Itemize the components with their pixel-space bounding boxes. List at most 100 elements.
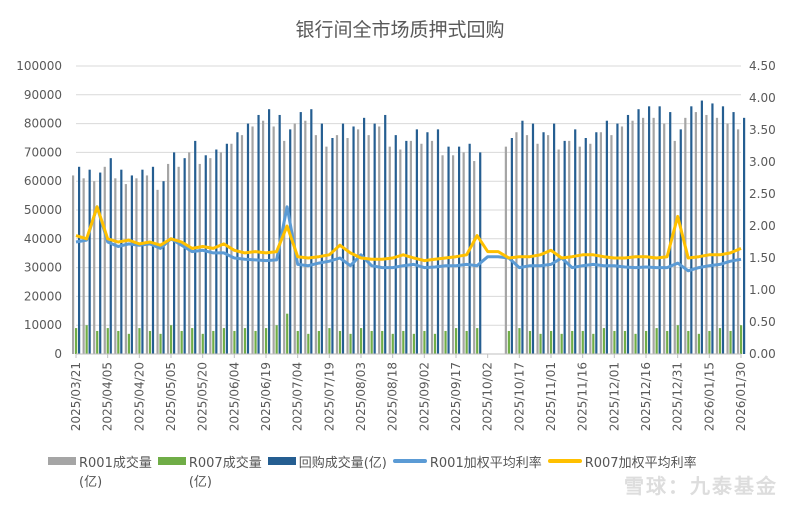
bar: [212, 330, 215, 354]
y-right-tick-label: 3.50: [749, 123, 776, 137]
bar: [394, 135, 397, 354]
x-tick-label: 2025/07/19: [322, 362, 336, 431]
bar: [539, 333, 542, 354]
y-right-tick-label: 3.00: [749, 155, 776, 169]
bar: [307, 333, 310, 354]
bar: [99, 172, 102, 354]
bar: [328, 328, 331, 354]
bar: [283, 140, 286, 354]
bar: [236, 132, 239, 354]
bar: [299, 112, 302, 354]
bar: [504, 146, 507, 354]
bar: [430, 140, 434, 354]
bar: [225, 143, 228, 354]
y-left-tick-label: 0: [54, 347, 62, 361]
bar: [553, 123, 556, 354]
bar: [82, 178, 85, 354]
bar: [462, 152, 465, 354]
bar: [388, 146, 391, 354]
legend-label: R007加权平均利率: [584, 456, 697, 471]
bar: [370, 330, 373, 354]
y-left-tick-label: 50000: [24, 203, 62, 217]
bar: [198, 163, 201, 354]
bar: [243, 328, 247, 354]
bar: [595, 132, 598, 354]
y-left-tick-label: 90000: [24, 88, 62, 102]
bar: [637, 109, 640, 354]
bar: [626, 114, 630, 355]
bar: [568, 140, 571, 354]
bar: [560, 333, 563, 354]
bar: [605, 120, 608, 354]
bar: [173, 152, 176, 354]
bar: [135, 178, 138, 354]
bar: [718, 328, 722, 354]
y-left-tick-label: 10000: [24, 318, 62, 332]
bar: [268, 109, 271, 354]
y-right-tick-label: 4.00: [749, 91, 776, 105]
bar: [700, 100, 703, 354]
bar: [412, 333, 415, 354]
legend-swatch: [267, 457, 296, 465]
y-left-tick-label: 30000: [24, 261, 62, 275]
bar: [557, 149, 560, 354]
bar: [729, 330, 732, 354]
x-tick-label: 2026/01/30: [734, 362, 748, 431]
bar: [246, 123, 250, 354]
bar: [423, 330, 426, 354]
y-left-tick-label: 100000: [16, 59, 62, 73]
bar: [563, 140, 566, 354]
y-right-tick-label: 2.50: [749, 187, 776, 201]
bar: [433, 333, 437, 354]
bar: [697, 333, 700, 354]
bar: [75, 328, 78, 354]
bar: [335, 135, 339, 354]
legend-item-r001-volume: R001成交量 (亿): [48, 452, 152, 490]
x-tick-label: 2025/12/16: [639, 362, 653, 431]
bar: [420, 143, 423, 354]
bar: [367, 135, 370, 354]
bar: [655, 328, 658, 354]
bar: [648, 106, 651, 354]
legend-item-r007-rate: R007加权平均利率: [547, 452, 697, 490]
bar: [204, 155, 207, 354]
bar: [103, 166, 106, 354]
chart-title: 银行间全市场质押式回购: [295, 19, 504, 41]
bar: [444, 330, 447, 354]
bar: [310, 109, 313, 354]
bar: [525, 135, 529, 354]
bar: [188, 152, 191, 354]
y-left-tick-label: 20000: [24, 289, 62, 303]
x-tick-label: 2025/06/04: [227, 362, 241, 431]
bar: [363, 117, 366, 354]
y-right-tick-label: 4.50: [749, 59, 776, 73]
bar: [278, 114, 281, 355]
bar: [726, 123, 729, 354]
bar: [602, 328, 605, 354]
bar: [578, 146, 581, 354]
x-tick-label: 2025/12/01: [607, 362, 621, 431]
x-tick-label: 2025/05/20: [196, 362, 210, 431]
legend-label-unit: (亿): [79, 475, 103, 490]
bar: [314, 135, 317, 354]
bar: [180, 330, 183, 354]
x-tick-label: 2025/03/21: [69, 362, 83, 431]
bar: [711, 103, 714, 354]
bar: [409, 140, 412, 354]
legend-label: R001成交量: [79, 456, 152, 471]
bar: [240, 135, 244, 354]
bar: [381, 330, 384, 354]
bar: [708, 330, 711, 354]
bar: [317, 330, 320, 354]
bar: [521, 120, 524, 354]
bar: [352, 126, 355, 354]
bar: [275, 325, 278, 354]
bar: [96, 330, 99, 354]
bar: [536, 143, 539, 354]
legend-item-r001-rate: R001加权平均利率: [392, 452, 542, 490]
bar: [114, 178, 117, 354]
bar: [130, 175, 133, 354]
bar: [465, 330, 468, 354]
x-tick-label: 2025/11/16: [576, 362, 590, 431]
line-series: [75, 205, 742, 263]
